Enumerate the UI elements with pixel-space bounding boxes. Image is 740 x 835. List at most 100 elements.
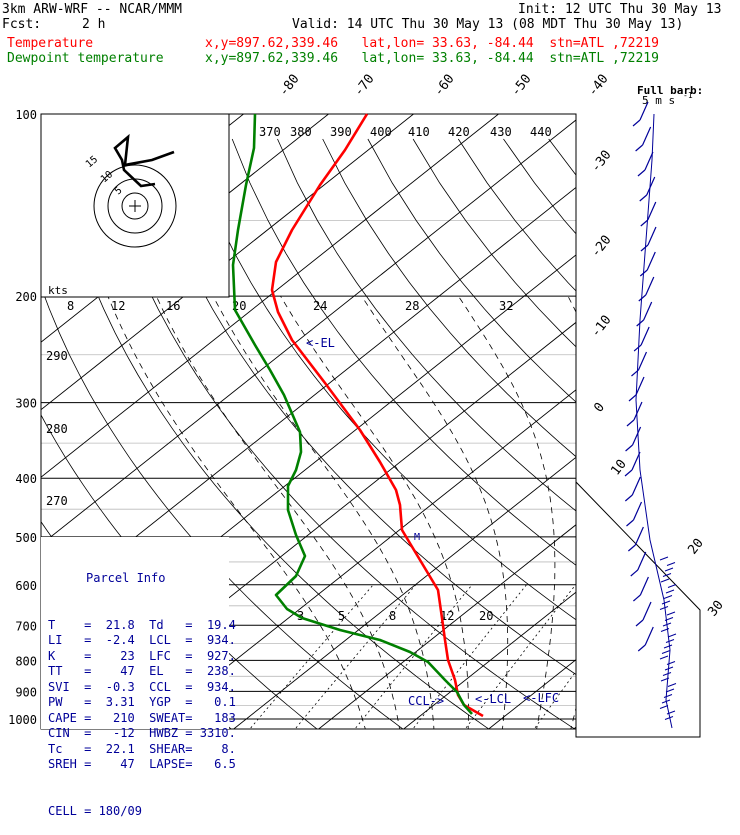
- theta-label: 290: [46, 349, 68, 363]
- pressure-label: 100: [15, 108, 37, 122]
- mixing-ratio-line: [532, 585, 640, 732]
- lcl-annotation: <-LCL: [475, 692, 511, 706]
- wind-barb: [668, 684, 676, 687]
- pressure-label: 300: [15, 397, 37, 411]
- wind-panel-outline: [576, 482, 700, 737]
- theta-label: 370: [259, 125, 281, 139]
- isotherm: [570, 101, 740, 732]
- wind-barbs: [625, 102, 676, 728]
- dry-adiabat: [594, 139, 740, 732]
- parcel-row: K = 23 LFC = 927.: [48, 649, 228, 665]
- dry-adiabat: [504, 139, 740, 732]
- wind-barb: [638, 552, 646, 570]
- parcel-row: T = 21.8 Td = 19.4: [48, 618, 228, 634]
- isotherm-label: -30: [588, 148, 614, 176]
- parcel-row: CIN = -12 HWBZ = 3310.: [48, 726, 228, 742]
- isotherm-label: -60: [431, 72, 457, 100]
- parcel-cell: CELL = 180/09: [48, 804, 228, 820]
- mixing-ratio-lines: [248, 585, 641, 732]
- wind-barb: [640, 577, 648, 595]
- wind-barb: [641, 327, 649, 345]
- parcel-row: SVI = -0.3 CCL = 934.: [48, 680, 228, 696]
- parcel-marker: M: [414, 532, 420, 543]
- barb-legend-exponent: -1: [683, 91, 693, 100]
- isotherm-label: 30: [705, 598, 726, 620]
- pressure-label: 600: [15, 579, 37, 593]
- speed-label: 28: [405, 299, 419, 313]
- wind-barb: [626, 520, 633, 526]
- parcel-row: PW = 3.31 YGP = 0.1: [48, 695, 228, 711]
- pressure-label: 200: [15, 290, 37, 304]
- wind-barb: [660, 706, 668, 709]
- isotherm-label: -10: [588, 313, 614, 341]
- isotherm-label: -50: [508, 72, 534, 100]
- speed-label: 16: [166, 299, 180, 313]
- wind-barb: [638, 352, 646, 370]
- pressure-label: 500: [15, 531, 37, 545]
- wind-barb: [636, 620, 643, 626]
- wind-barb: [640, 195, 647, 201]
- theta-label: 420: [448, 125, 470, 139]
- wind-barb: [660, 557, 668, 560]
- wind-barb: [634, 402, 642, 420]
- mixing-ratio-label: 5: [338, 609, 345, 623]
- isotherm-label: -70: [351, 72, 377, 100]
- wind-barb: [638, 645, 645, 651]
- speed-label: 8: [67, 299, 74, 313]
- theta-label: 380: [290, 125, 312, 139]
- wind-barb: [666, 640, 674, 643]
- dry-adiabat: [232, 139, 740, 732]
- wind-barb: [644, 302, 652, 320]
- parcel-info-title: Parcel Info: [48, 571, 228, 587]
- wind-barb: [660, 656, 668, 659]
- wind-barb: [661, 579, 669, 582]
- theta-label: 390: [330, 125, 352, 139]
- wind-barb: [667, 662, 675, 665]
- wind-barb: [666, 590, 674, 593]
- parcel-row: Tc = 22.1 SHEAR= 8.: [48, 742, 228, 758]
- speed-label: 32: [499, 299, 513, 313]
- wind-barb: [628, 545, 635, 551]
- theta-label: 410: [408, 125, 430, 139]
- wind-barb: [638, 170, 645, 176]
- moist-adiabat: [568, 296, 612, 732]
- wind-barb: [660, 607, 668, 610]
- theta-label: 280: [46, 422, 68, 436]
- isotherm: [655, 101, 740, 732]
- pressure-label: 700: [15, 619, 37, 633]
- dry-adiabat: [458, 139, 740, 732]
- mixing-ratio-line: [293, 585, 416, 732]
- moist-adiabat: [604, 296, 683, 732]
- wind-barb: [664, 596, 672, 599]
- dry-adiabat: [368, 139, 740, 732]
- parcel-row: LI = -2.4 LCL = 934.: [48, 633, 228, 649]
- wind-barb: [667, 563, 675, 566]
- wind-barb: [633, 502, 641, 520]
- isotherm-label: 20: [685, 536, 706, 558]
- wind-barb: [643, 127, 651, 145]
- wind-barb: [662, 651, 670, 654]
- dry-adiabat: [730, 139, 740, 732]
- wind-barb: [632, 477, 640, 495]
- wind-barb: [664, 645, 672, 648]
- ccl-annotation: CCL->: [408, 694, 444, 708]
- wind-barb: [664, 695, 672, 698]
- wind-barb: [632, 452, 640, 470]
- speed-label: 24: [313, 299, 327, 313]
- pressure-label: 1000: [8, 713, 37, 727]
- wind-barb: [667, 612, 675, 615]
- wind-barb: [635, 527, 643, 545]
- speed-axis-label: kts: [48, 284, 68, 297]
- dry-adiabat: [413, 139, 740, 732]
- theta-label: 440: [530, 125, 552, 139]
- pressure-label: 400: [15, 472, 37, 486]
- dry-adiabat: [549, 139, 740, 732]
- wind-barb: [668, 585, 676, 588]
- dry-adiabat: [278, 139, 740, 732]
- dry-adiabat: [639, 139, 740, 732]
- theta-label: 270: [46, 494, 68, 508]
- pressure-label: 900: [15, 685, 37, 699]
- wind-barb: [641, 245, 648, 251]
- wind-barb: [643, 602, 651, 620]
